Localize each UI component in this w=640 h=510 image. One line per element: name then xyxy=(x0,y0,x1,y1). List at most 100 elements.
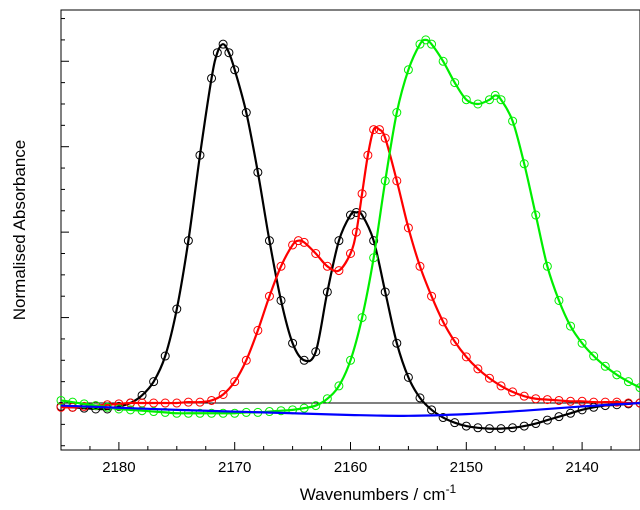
series-2-point xyxy=(577,338,587,348)
y-axis-title: Normalised Absorbance xyxy=(10,140,29,320)
series-1-point xyxy=(374,125,384,135)
series-2-point xyxy=(484,95,494,105)
series-2-point xyxy=(508,116,518,126)
series-0-point xyxy=(172,304,182,314)
series-1-point xyxy=(293,236,303,246)
series-layer xyxy=(56,35,640,434)
series-0 xyxy=(56,39,640,434)
x-axis-title-superscript: -1 xyxy=(446,482,457,496)
series-0-point xyxy=(276,295,286,305)
series-1-point xyxy=(357,189,367,199)
series-2-point xyxy=(195,408,205,418)
series-2-point xyxy=(600,361,610,371)
series-0-point xyxy=(484,424,494,434)
series-1-point xyxy=(600,397,610,407)
series-2-point xyxy=(334,381,344,391)
series-1-point xyxy=(218,389,228,399)
series-2-point xyxy=(392,108,402,118)
series-1-point xyxy=(351,227,361,237)
series-2-point xyxy=(218,408,228,418)
series-2-point xyxy=(542,261,552,271)
series-1-point xyxy=(612,397,622,407)
series-2-point xyxy=(56,395,66,405)
series-0-point xyxy=(224,48,234,58)
series-0-point xyxy=(149,377,159,387)
series-2-point xyxy=(490,90,500,100)
series-2-point xyxy=(346,355,355,365)
series-1-point xyxy=(253,325,263,335)
series-2-point xyxy=(566,321,576,331)
series-0-point xyxy=(403,372,413,382)
series-2-point xyxy=(79,399,89,409)
series-0-point xyxy=(311,347,321,357)
x-axis-ticks: 2180 2170 2160 2150 2140 xyxy=(60,442,640,476)
series-0-point xyxy=(346,210,355,220)
x-tick-label: 2180 xyxy=(102,459,135,476)
series-0-point xyxy=(473,423,483,433)
series-1-point xyxy=(496,381,506,391)
series-1-point xyxy=(363,150,373,160)
series-0-point xyxy=(207,73,217,83)
series-2-point xyxy=(403,65,413,75)
series-3 xyxy=(60,401,640,417)
series-0-line xyxy=(60,43,640,430)
series-1-point xyxy=(160,398,170,408)
series-0-point xyxy=(299,355,309,365)
series-1-point xyxy=(508,387,518,397)
series-1-point xyxy=(230,377,240,387)
series-0-point xyxy=(589,402,599,412)
series-1-point xyxy=(484,373,494,383)
series-2-point xyxy=(473,99,483,109)
series-0-point xyxy=(461,421,471,431)
series-1-point xyxy=(102,400,112,410)
series-0-point xyxy=(334,236,344,246)
series-1-point xyxy=(264,291,274,301)
series-2-point xyxy=(421,35,431,45)
series-2-point xyxy=(496,95,506,105)
series-1-point xyxy=(311,248,321,258)
series-1-point xyxy=(334,266,344,276)
series-2-point xyxy=(357,313,367,323)
series-1-point xyxy=(566,396,576,406)
series-1-point xyxy=(461,352,471,362)
series-0-point xyxy=(531,419,541,429)
series-2-point xyxy=(438,56,448,66)
series-0-point xyxy=(195,150,205,160)
series-0-point xyxy=(212,48,222,58)
series-0-point xyxy=(183,236,193,246)
series-2-point xyxy=(461,95,471,105)
series-2-point xyxy=(137,406,147,416)
plot-frame xyxy=(60,9,640,451)
series-2-point xyxy=(623,377,633,387)
series-2-point xyxy=(276,406,286,416)
series-0-point xyxy=(241,108,251,118)
series-1-point xyxy=(542,395,552,405)
series-2-point xyxy=(427,39,437,49)
series-0-point xyxy=(392,338,402,348)
series-1-point xyxy=(438,317,448,327)
series-1-point xyxy=(149,398,159,408)
series-0-point xyxy=(554,412,564,422)
series-0-point xyxy=(264,236,274,246)
series-2-point xyxy=(380,176,390,186)
series-0-point xyxy=(253,167,263,177)
series-0-point xyxy=(508,423,518,433)
series-2-point xyxy=(149,407,159,417)
series-1-point xyxy=(183,397,193,407)
x-tick-label: 2140 xyxy=(565,459,598,476)
series-1-point xyxy=(369,125,379,135)
x-tick-label: 2150 xyxy=(450,459,483,476)
x-tick-label: 2160 xyxy=(334,459,367,476)
y-axis-ticks xyxy=(61,18,69,447)
series-2-point xyxy=(554,295,564,305)
series-2-point xyxy=(125,405,135,415)
series-1-point xyxy=(195,397,205,407)
series-1-point xyxy=(531,394,541,404)
series-0-point xyxy=(114,401,124,411)
series-0-point xyxy=(542,415,552,425)
series-1-point xyxy=(68,402,78,412)
series-2-point xyxy=(612,370,622,380)
series-1-point xyxy=(346,248,355,258)
series-2-point xyxy=(415,39,425,49)
